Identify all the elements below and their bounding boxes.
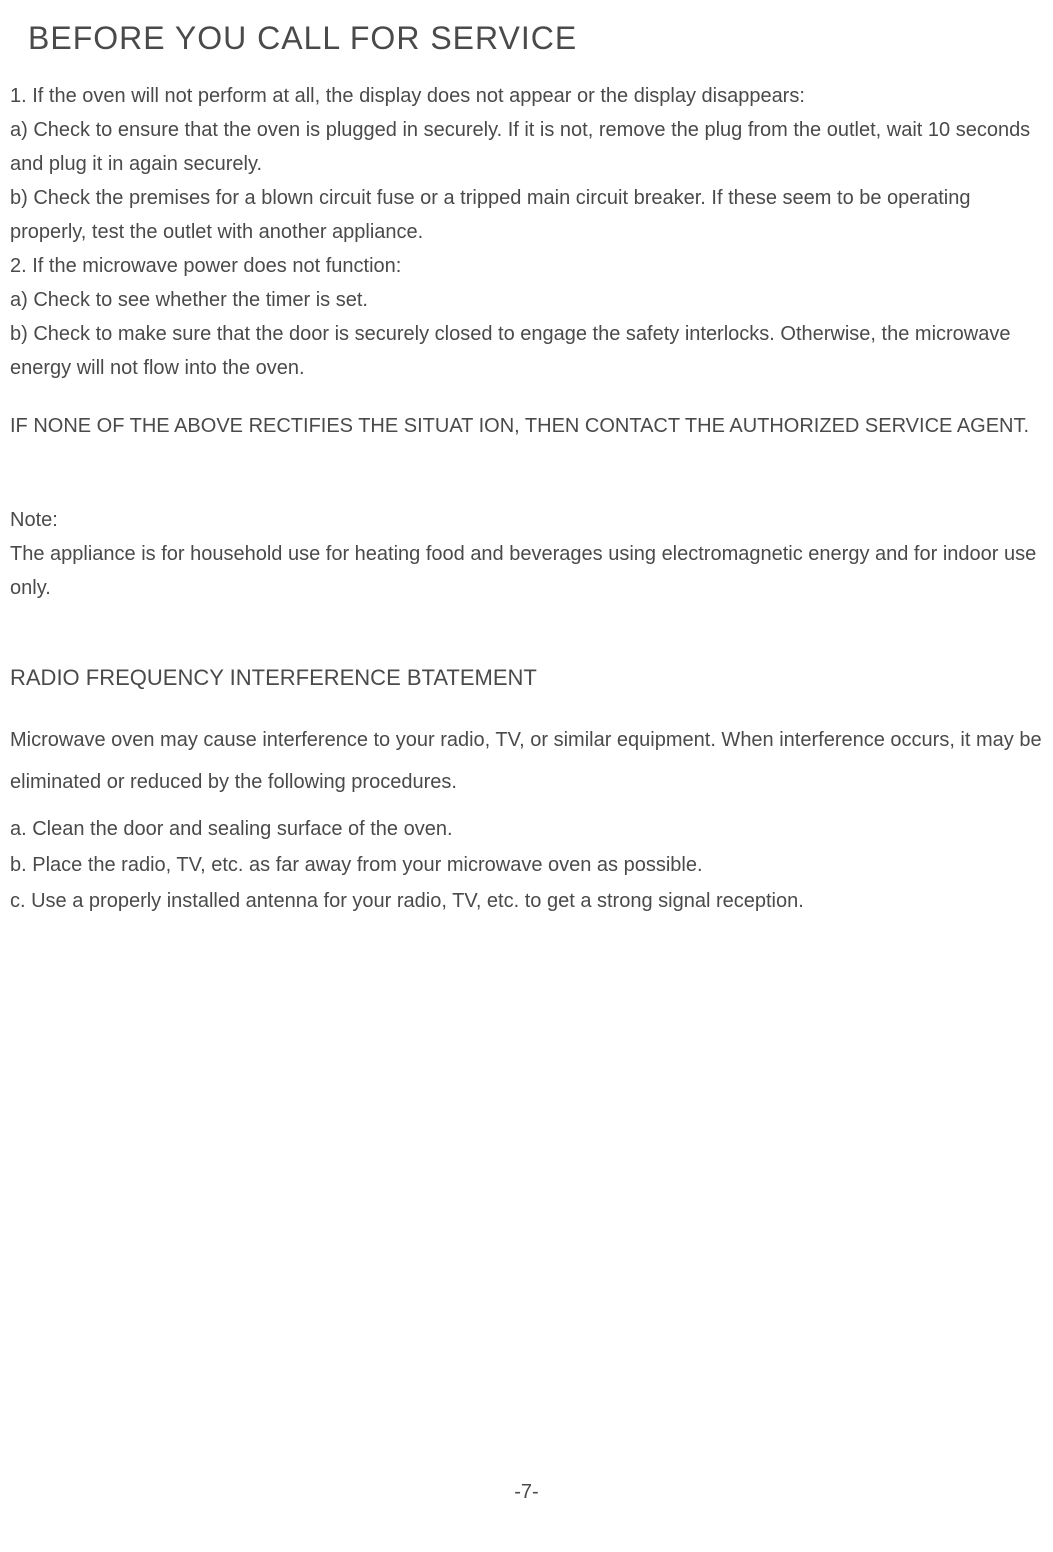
page-title: BEFORE YOU CALL FOR SERVICE xyxy=(28,20,1043,57)
rfi-intro: Microwave oven may cause interference to… xyxy=(10,719,1043,803)
rfi-item-b: b. Place the radio, TV, etc. as far away… xyxy=(10,847,1043,883)
item-2-heading: 2. If the microwave power does not funct… xyxy=(10,249,1043,283)
rfi-item-a: a. Clean the door and sealing surface of… xyxy=(10,811,1043,847)
rfi-title: RADIO FREQUENCY INTERFERENCE BTATEMENT xyxy=(10,665,1043,691)
rfi-item-c: c. Use a properly installed antenna for … xyxy=(10,883,1043,919)
rfi-procedures: a. Clean the door and sealing surface of… xyxy=(10,811,1043,919)
note-text: The appliance is for household use for h… xyxy=(10,537,1043,605)
item-1-heading: 1. If the oven will not perform at all, … xyxy=(10,79,1043,113)
rfi-section: RADIO FREQUENCY INTERFERENCE BTATEMENT M… xyxy=(10,665,1043,919)
page-number: -7- xyxy=(514,1481,538,1504)
item-1-b: b) Check the premises for a blown circui… xyxy=(10,181,1043,249)
troubleshooting-section: 1. If the oven will not perform at all, … xyxy=(10,79,1043,385)
item-1-a: a) Check to ensure that the oven is plug… xyxy=(10,113,1043,181)
note-section: Note: The appliance is for household use… xyxy=(10,503,1043,605)
service-callout: IF NONE OF THE ABOVE RECTIFIES THE SITUA… xyxy=(10,409,1043,443)
note-label: Note: xyxy=(10,503,1043,537)
item-2-a: a) Check to see whether the timer is set… xyxy=(10,283,1043,317)
item-2-b: b) Check to make sure that the door is s… xyxy=(10,317,1043,385)
